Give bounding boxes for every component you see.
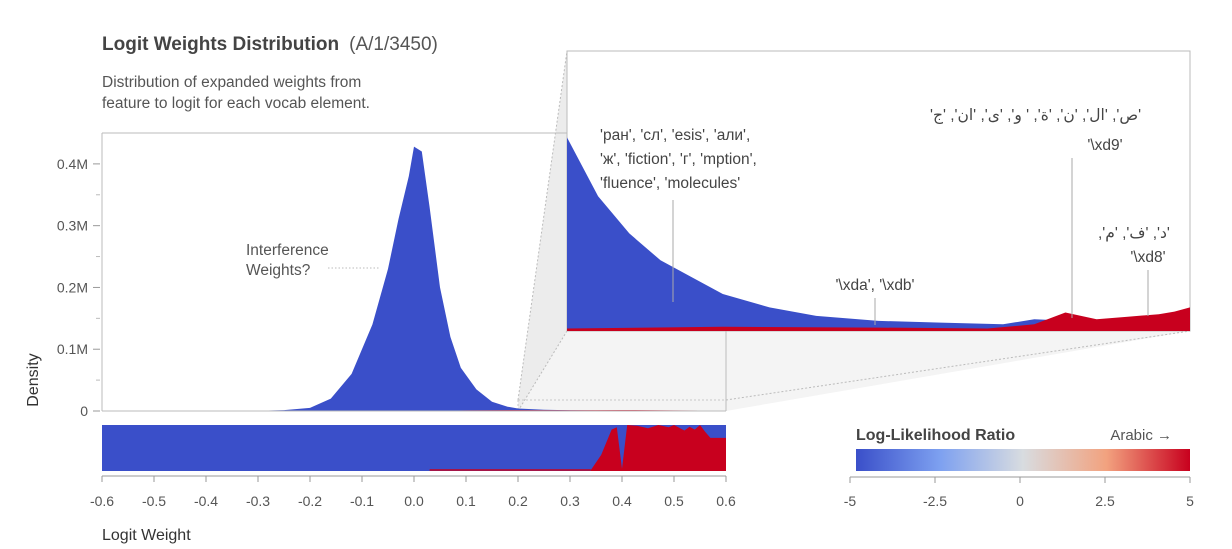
y-tick-label: 0: [80, 403, 88, 419]
x-tick-label: -0.4: [194, 493, 218, 509]
inset-series-0: [567, 137, 1190, 331]
subtitle-line-1: Distribution of expanded weights from: [102, 74, 362, 91]
x-tick-label: 0.3: [560, 493, 580, 509]
inset-annotation-3-line-2: '\xd9': [1087, 137, 1122, 154]
x-tick-label: -0.1: [350, 493, 374, 509]
x-tick-label: -0.5: [142, 493, 166, 509]
x-tick-label: -0.6: [90, 493, 114, 509]
inset-annotation-1-line-1: 'ран', 'сл', 'esis', 'али',: [600, 127, 750, 144]
annotation-interference-line2: Weights?: [246, 262, 311, 279]
inset-annotation-1-line-2: 'ж', 'fiction', 'г', 'mption',: [600, 151, 757, 168]
inset-annotation-4-line-1: 'د', 'ف', 'م',: [1098, 225, 1170, 242]
y-tick-label: 0.1M: [57, 341, 88, 357]
x-tick-label: -0.3: [246, 493, 270, 509]
chart-title: Logit Weights Distribution (A/1/3450): [102, 34, 438, 55]
zoom-connector-bottom: [518, 331, 1190, 411]
y-tick-label: 0.2M: [57, 279, 88, 295]
colorbar-tick-label: 0: [1016, 493, 1024, 509]
y-tick-label: 0.4M: [57, 156, 88, 172]
colorbar-title: Log-Likelihood Ratio: [856, 427, 1015, 444]
inset-annotation-1-line-3: 'fluence', 'molecules': [600, 175, 740, 192]
x-tick-label: 0.0: [404, 493, 424, 509]
annotation-interference-line1: Interference: [246, 242, 329, 259]
llr-strip-series-0: [590, 425, 726, 471]
inset-annotation-4-line-2: '\xd8': [1130, 249, 1165, 266]
subtitle-line-2: feature to logit for each vocab element.: [102, 95, 370, 112]
y-axis-label: Density: [25, 353, 42, 406]
x-tick-label: 0.5: [664, 493, 684, 509]
inset-annotation-2-line-1: '\xda', '\xdb': [835, 277, 914, 294]
feature-id: (A/1/3450): [349, 34, 438, 55]
x-tick-label: -0.2: [298, 493, 322, 509]
x-tick-label: 0.6: [716, 493, 736, 509]
x-tick-label: 0.4: [612, 493, 632, 509]
chart-subtitle: Distribution of expanded weights from fe…: [102, 72, 442, 114]
colorbar-tick-label: 5: [1186, 493, 1194, 509]
colorbar-tick-label: -5: [844, 493, 857, 509]
colorbar-gradient: [856, 449, 1190, 471]
x-tick-label: 0.2: [508, 493, 528, 509]
llr-strip-background: [102, 425, 726, 471]
x-tick-label: 0.1: [456, 493, 476, 509]
colorbar-tick-label: -2.5: [923, 493, 947, 509]
inset-annotation-3-line-1: 'ص', 'ال', 'ن', 'ة', ' و', 'ی', 'ان', 'ج…: [930, 107, 1141, 125]
inset-series-1: [567, 307, 1190, 331]
y-tick-label: 0.3M: [57, 218, 88, 234]
colorbar-direction-label: Arabic →: [1110, 427, 1172, 444]
x-axis-label: Logit Weight: [102, 527, 191, 544]
density-area-series-0: [102, 146, 726, 411]
colorbar-tick-label: 2.5: [1095, 493, 1115, 509]
zoom-connector-line-tl: [517, 50, 568, 401]
